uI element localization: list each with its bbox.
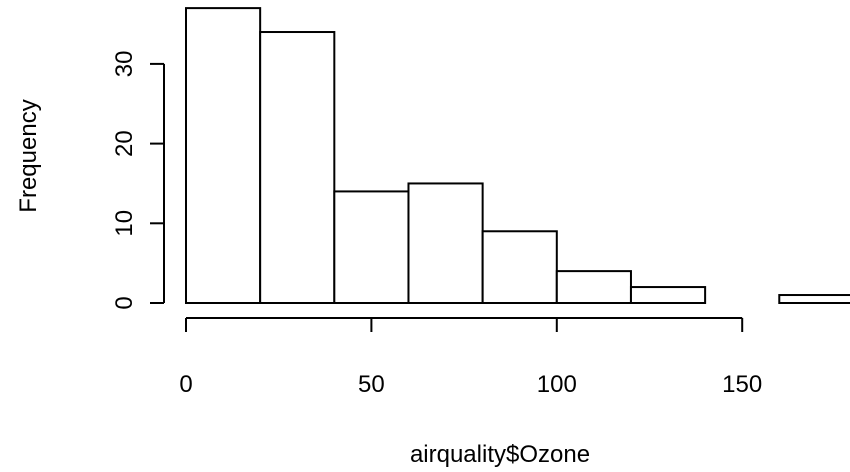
histogram-bar-4 <box>481 230 558 305</box>
bars-group <box>185 7 850 305</box>
x-tick-label-150: 150 <box>722 371 762 398</box>
y-tick-label-10: 10 <box>111 210 138 237</box>
y-tick-label-20: 20 <box>111 130 138 157</box>
histogram-bar-8 <box>778 294 850 304</box>
histogram-bar-3 <box>407 182 484 304</box>
histogram-bar-0 <box>185 7 262 305</box>
y-tick-label-0: 0 <box>111 296 138 309</box>
histogram-bar-2 <box>333 190 410 304</box>
histogram-bar-5 <box>555 270 632 304</box>
y-axis-label: Frequency <box>15 99 42 212</box>
y-axis: 0 10 20 30 <box>111 51 165 310</box>
histogram-bar-1 <box>259 31 336 305</box>
x-axis-label: airquality$Ozone <box>410 441 590 468</box>
histogram-bar-6 <box>629 286 707 304</box>
x-tick-label-100: 100 <box>537 371 577 398</box>
x-tick-label-50: 50 <box>358 371 385 398</box>
y-tick-label-30: 30 <box>111 51 138 78</box>
x-axis: 0 50 100 150 <box>179 317 762 398</box>
x-tick-label-0: 0 <box>179 371 192 398</box>
